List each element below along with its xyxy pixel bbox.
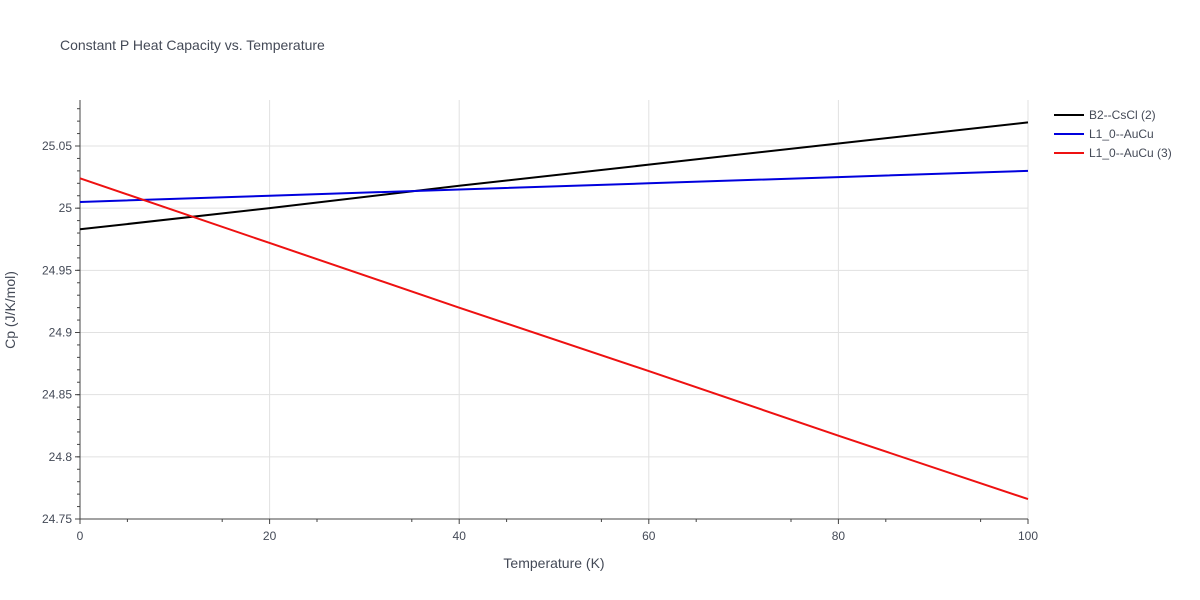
series-line-1 <box>79 121 1029 231</box>
x-tick-label: 80 <box>832 529 846 543</box>
legend: B2--CsCl (2) L1_0--AuCu L1_0--AuCu (3) <box>1054 108 1172 160</box>
y-tick-label: 24.85 <box>42 388 72 402</box>
legend-label-2: L1_0--AuCu <box>1089 127 1154 141</box>
y-tick-label: 25.05 <box>42 139 72 153</box>
x-tick-label: 100 <box>1018 529 1038 543</box>
y-tick-label: 24.95 <box>42 263 72 277</box>
grid <box>80 100 1029 520</box>
chart-title: Constant P Heat Capacity vs. Temperature <box>60 37 325 53</box>
legend-label-1: B2--CsCl (2) <box>1089 108 1156 122</box>
y-axis-title: Cp (J/K/mol) <box>2 271 18 349</box>
series-line-3 <box>79 177 1029 501</box>
series <box>79 121 1029 501</box>
x-axis-title: Temperature (K) <box>503 555 604 571</box>
legend-label-3: L1_0--AuCu (3) <box>1089 146 1172 160</box>
y-tick-label: 24.9 <box>49 326 73 340</box>
x-tick-label: 0 <box>77 529 84 543</box>
y-tick-label: 24.75 <box>42 512 72 526</box>
x-tick-label: 40 <box>453 529 467 543</box>
axes: 0 20 40 60 80 100 24.75 24.8 24.85 24.9 24.95 25 25.… <box>42 100 1038 543</box>
y-tick-label: 25 <box>59 201 73 215</box>
y-tick-label: 24.8 <box>49 450 73 464</box>
x-tick-label: 60 <box>642 529 656 543</box>
x-tick-label: 20 <box>263 529 277 543</box>
series-line-2 <box>79 169 1029 203</box>
